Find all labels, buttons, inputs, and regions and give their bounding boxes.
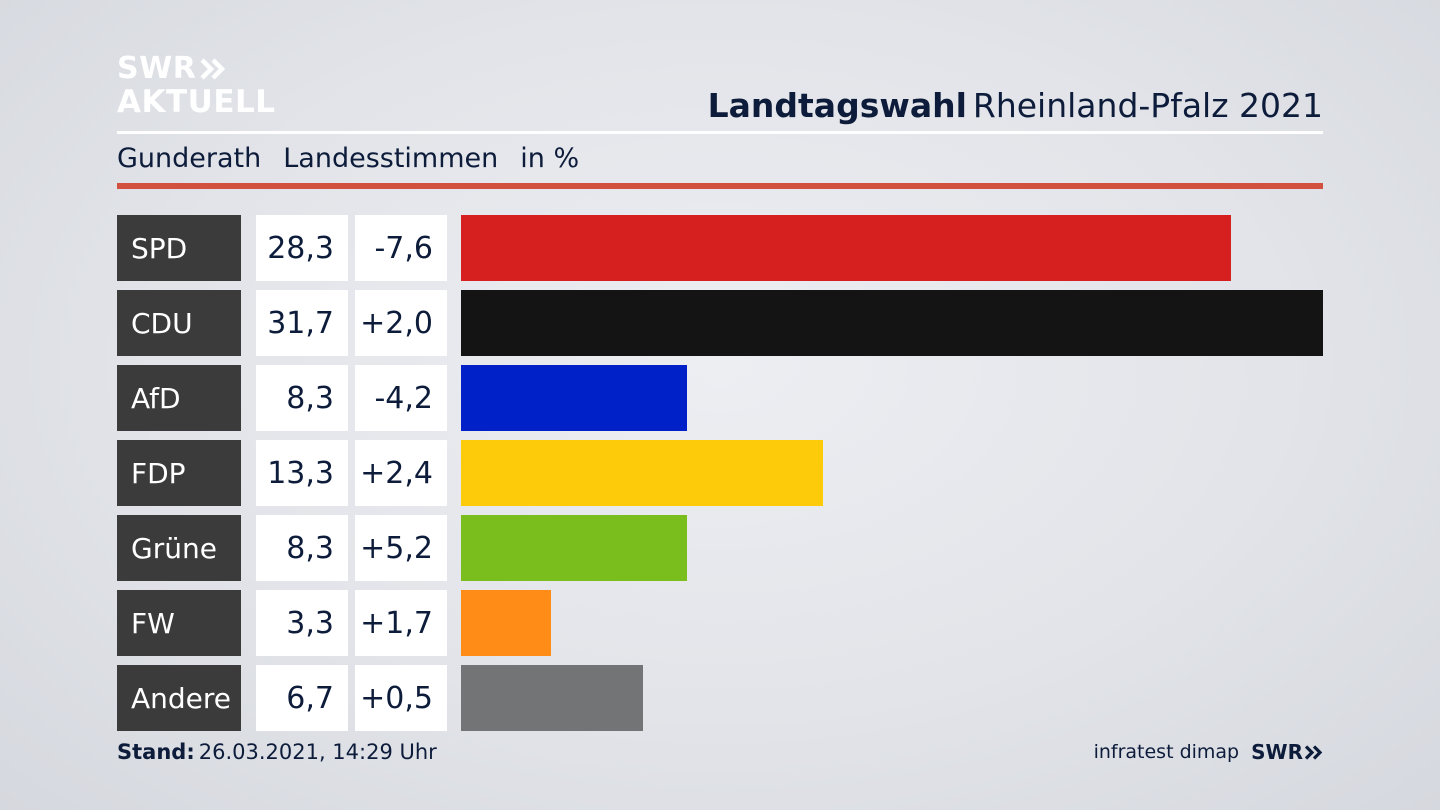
change-label-cdu: +2,0 [355,290,447,356]
stand-label: Stand: [117,740,195,764]
party-label-andere: Andere [117,665,241,731]
double-chevron-icon [200,58,226,80]
party-label-fdp: FDP [117,440,241,506]
change-label-afd: -4,2 [355,365,447,431]
vote-type-label: Landesstimmen [283,143,499,174]
bar-spd [461,215,1231,281]
title-bold: Landtagswahl [707,86,967,125]
party-label-gr-ne: Grüne [117,515,241,581]
bar-cdu [461,290,1323,356]
place-label: Gunderath [117,143,262,174]
value-label-spd: 28,3 [256,215,348,281]
swr-aktuell-logo: SWR AKTUELL [117,54,276,118]
change-label-andere: +0,5 [355,665,447,731]
source-label: infratest dimap [1093,741,1240,763]
change-label-fdp: +2,4 [355,440,447,506]
title-regular: Rheinland-Pfalz 2021 [972,86,1323,125]
logo-swr-text: SWR [117,51,197,86]
bar-afd [461,365,687,431]
value-label-andere: 6,7 [256,665,348,731]
header-divider [117,131,1323,134]
party-label-afd: AfD [117,365,241,431]
party-label-spd: SPD [117,215,241,281]
bar-andere [461,665,643,731]
source-credit: infratest dimap SWR [1094,740,1323,764]
subtitle: Gunderath Landesstimmen in % [117,143,601,174]
page-title: Landtagswahl Rheinland-Pfalz 2021 [708,86,1323,125]
bar-fw [461,590,551,656]
change-label-gr-ne: +5,2 [355,515,447,581]
change-label-spd: -7,6 [355,215,447,281]
change-label-fw: +1,7 [355,590,447,656]
footer-double-chevron-icon [1305,744,1323,760]
value-label-fw: 3,3 [256,590,348,656]
value-label-cdu: 31,7 [256,290,348,356]
bar-gr-ne [461,515,687,581]
bar-fdp [461,440,823,506]
stand-timestamp: Stand: 26.03.2021, 14:29 Uhr [117,740,437,764]
party-label-cdu: CDU [117,290,241,356]
value-label-fdp: 13,3 [256,440,348,506]
value-label-afd: 8,3 [256,365,348,431]
stand-value: 26.03.2021, 14:29 Uhr [198,740,437,764]
unit-label: in % [520,143,580,174]
party-label-fw: FW [117,590,241,656]
accent-divider [117,183,1323,189]
value-label-gr-ne: 8,3 [256,515,348,581]
footer-swr-text: SWR [1251,740,1303,764]
footer-swr-logo: SWR [1251,740,1323,764]
logo-aktuell-text: AKTUELL [117,84,276,120]
